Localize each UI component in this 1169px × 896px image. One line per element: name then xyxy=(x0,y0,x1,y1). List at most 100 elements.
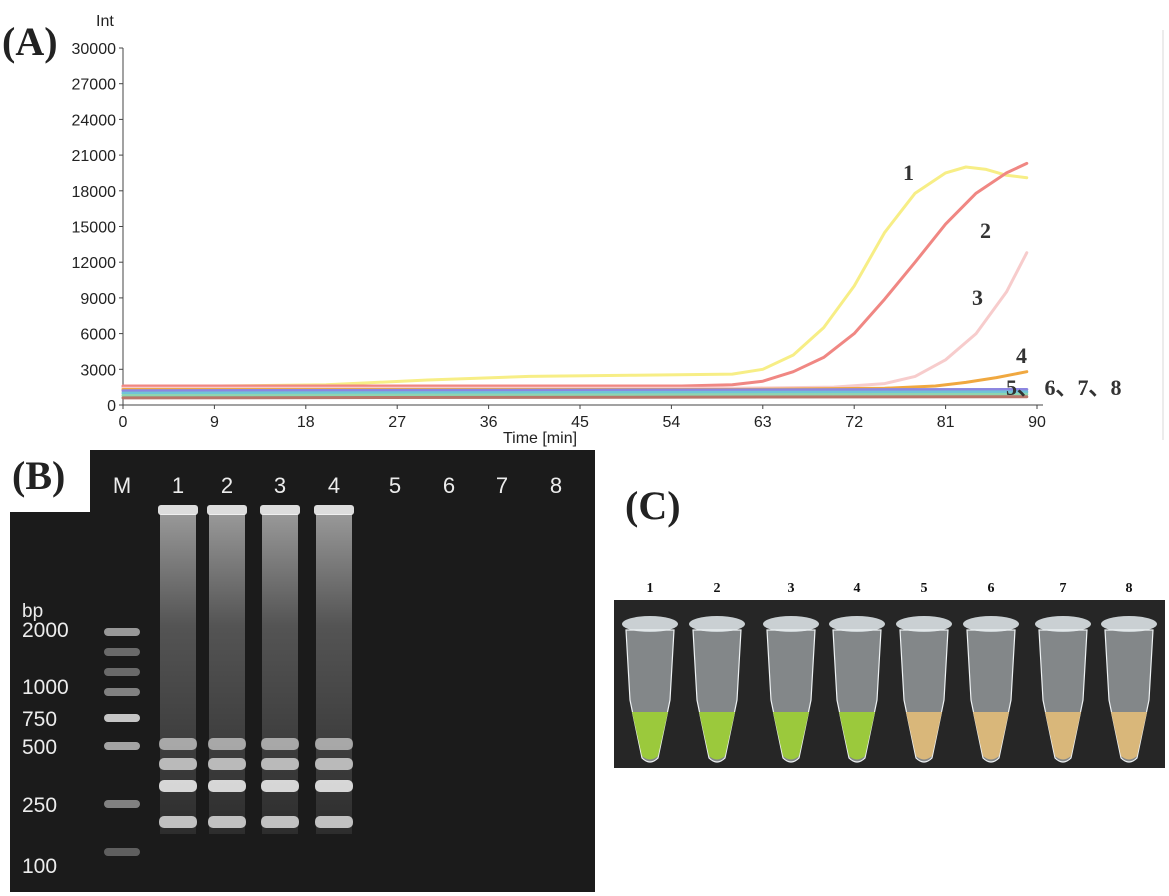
panel-a-label: (A) xyxy=(2,19,58,64)
ladder-size-label: 2000 xyxy=(22,619,69,642)
gel-background-left xyxy=(10,512,92,892)
gel-lane-label: 1 xyxy=(172,473,184,498)
tube xyxy=(896,616,952,763)
tube-cap xyxy=(963,616,1019,632)
tube-label: 5 xyxy=(921,581,928,596)
ladder-size-label: 1000 xyxy=(22,676,69,699)
tube-label: 4 xyxy=(854,581,861,596)
panel-b-label: (B) xyxy=(12,453,66,498)
gel-well-band xyxy=(158,505,198,515)
marker-band xyxy=(104,648,140,656)
tube xyxy=(963,616,1019,763)
series-line-1 xyxy=(121,165,1029,389)
gel-band xyxy=(261,738,299,750)
tube xyxy=(1035,616,1091,763)
y-tick-label: 18000 xyxy=(72,184,117,201)
x-tick-label: 54 xyxy=(663,414,681,431)
gel-band xyxy=(261,780,299,792)
gel-band xyxy=(208,780,246,792)
y-tick-label: 27000 xyxy=(72,77,117,94)
y-tick-label: 0 xyxy=(107,398,116,415)
y-tick-label: 6000 xyxy=(80,327,116,344)
tube-liquid xyxy=(773,712,809,760)
tube xyxy=(829,616,885,763)
tube-label: 7 xyxy=(1060,581,1067,596)
tube-label: 2 xyxy=(714,581,721,596)
gel-well-band xyxy=(260,505,300,515)
series-line-7 xyxy=(121,392,1029,397)
y-tick-label: 21000 xyxy=(72,148,117,165)
series-line-5 xyxy=(121,388,1029,393)
marker-band xyxy=(104,688,140,696)
tube-content: 1 2 3 4 5 6 7 8 xyxy=(622,581,1157,763)
marker-band xyxy=(104,668,140,676)
y-tick-label: 12000 xyxy=(72,255,117,272)
gel-lane-label: 6 xyxy=(443,473,455,498)
tube-cap xyxy=(763,616,819,632)
gel-band xyxy=(315,758,353,770)
gel-lane-label: 5 xyxy=(389,473,401,498)
tube-cap xyxy=(896,616,952,632)
gel-lane-label: 8 xyxy=(550,473,562,498)
gel-band xyxy=(208,738,246,750)
gel-band xyxy=(159,738,197,750)
tube-liquid xyxy=(699,712,735,760)
marker-band xyxy=(104,800,140,808)
tube-label: 6 xyxy=(988,581,995,596)
x-tick-label: 36 xyxy=(480,414,498,431)
tube-liquid xyxy=(973,712,1009,760)
series-line-6 xyxy=(121,390,1029,395)
gel-lane-label: 2 xyxy=(221,473,233,498)
curve-label: 5、 6、7、8 xyxy=(1006,375,1122,400)
marker-band xyxy=(104,848,140,856)
tube-cap xyxy=(829,616,885,632)
x-tick-label: 45 xyxy=(571,414,589,431)
gel-band xyxy=(261,816,299,828)
tube-liquid xyxy=(839,712,875,760)
y-axis-title: Int xyxy=(96,13,114,30)
ladder-size-label: 100 xyxy=(22,855,57,878)
tube-liquid xyxy=(1045,712,1081,760)
tube-label: 8 xyxy=(1126,581,1133,596)
gel-lane-label: 3 xyxy=(274,473,286,498)
chart-axes: 0300060009000120001500018000210002400027… xyxy=(72,13,1164,447)
chart-curve-labels: 1 2 3 4 5、 6、7、8 xyxy=(903,160,1122,400)
tube-liquid xyxy=(1111,712,1147,760)
y-tick-label: 24000 xyxy=(72,112,117,129)
gel-band xyxy=(159,758,197,770)
x-tick-label: 18 xyxy=(297,414,315,431)
y-tick-label: 30000 xyxy=(72,41,117,58)
gel-band xyxy=(159,780,197,792)
tube-cap xyxy=(1101,616,1157,632)
ladder-size-label: 500 xyxy=(22,736,57,759)
y-tick-label: 9000 xyxy=(80,291,116,308)
tube xyxy=(763,616,819,763)
tube-cap xyxy=(1035,616,1091,632)
gel-lane-label: 4 xyxy=(328,473,340,498)
gel-band xyxy=(261,758,299,770)
tube xyxy=(622,616,678,763)
gel-band xyxy=(159,816,197,828)
x-tick-label: 27 xyxy=(388,414,406,431)
marker-band xyxy=(104,742,140,750)
series-line-8 xyxy=(121,395,1029,400)
x-tick-label: 0 xyxy=(119,414,128,431)
tube-cap xyxy=(689,616,745,632)
curve-label: 2 xyxy=(980,218,991,243)
x-tick-label: 72 xyxy=(845,414,863,431)
tube-label: 1 xyxy=(647,581,654,596)
x-tick-label: 81 xyxy=(937,414,955,431)
gel-marker-label: M xyxy=(113,473,131,498)
x-tick-label: 9 xyxy=(210,414,219,431)
gel-lane-label: 7 xyxy=(496,473,508,498)
x-tick-label: 63 xyxy=(754,414,772,431)
chart-series xyxy=(121,161,1029,400)
gel-band xyxy=(208,758,246,770)
marker-band xyxy=(104,628,140,636)
tube xyxy=(1101,616,1157,763)
panel-c-label: (C) xyxy=(625,483,681,528)
